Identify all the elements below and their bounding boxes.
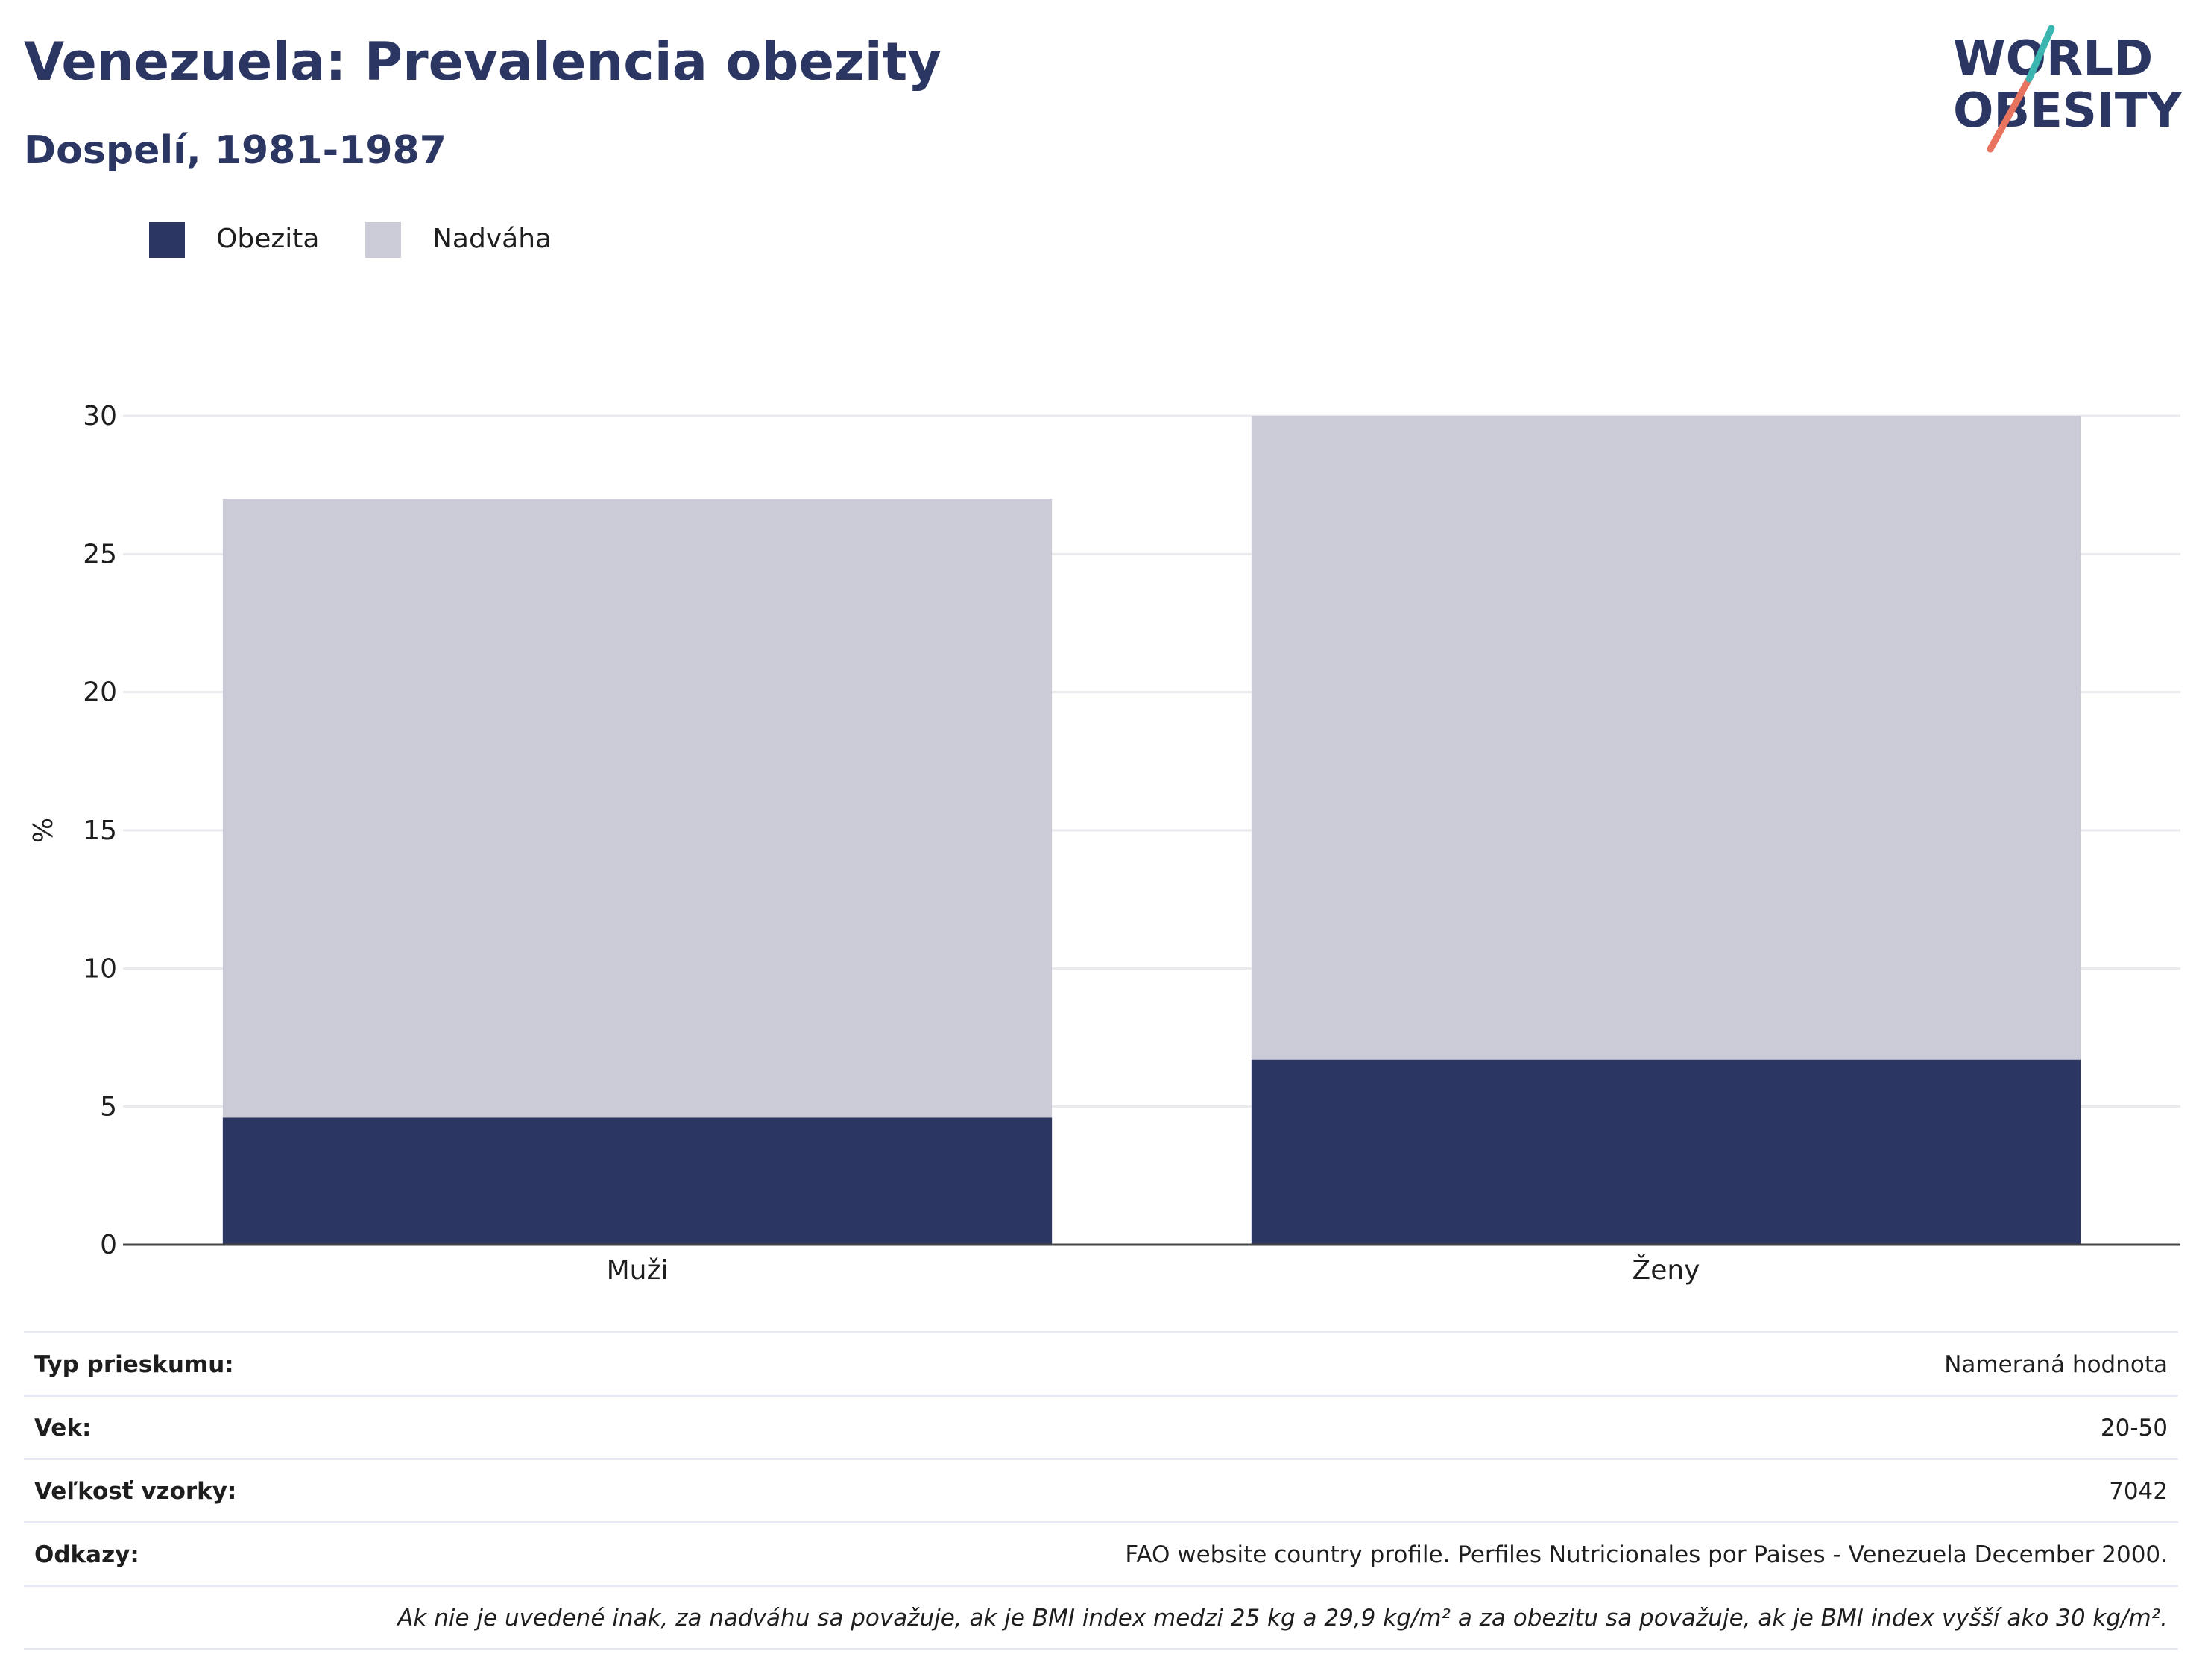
chart-subtitle: Dospelí, 1981-1987	[24, 128, 447, 173]
info-row-sample-size: Veľkosť vzorky: 7042	[24, 1460, 2178, 1523]
x-tick-label: Ženy	[1633, 1254, 1700, 1286]
y-tick-label: 10	[83, 953, 117, 984]
logo-line1: WORLD	[1953, 31, 2153, 86]
info-value: Nameraná hodnota	[1944, 1351, 2168, 1378]
chart-title: Venezuela: Prevalencia obezity	[24, 31, 941, 92]
y-axis-label: %	[28, 818, 59, 843]
legend-label-obezita: Obezita	[216, 224, 320, 254]
legend-swatch-nadvaha	[365, 222, 401, 258]
logo-slash-coral	[1987, 75, 2033, 153]
info-row-note: Ak nie je uvedené inak, za nadváhu sa po…	[24, 1587, 2178, 1650]
x-tick-label: Muži	[607, 1255, 669, 1286]
info-key: Vek:	[34, 1415, 92, 1441]
y-tick-label: 0	[100, 1230, 117, 1260]
info-key: Veľkosť vzorky:	[34, 1478, 237, 1505]
bar-nadvaha-0	[222, 499, 1053, 1118]
stacked-bar-chart: 0 5 10 15 20 25 30% Muži Ženy	[28, 401, 2180, 1286]
definition-note: Ak nie je uvedené inak, za nadváhu sa po…	[397, 1605, 2168, 1632]
legend-swatch-obezita	[149, 222, 185, 258]
info-row-survey-type: Typ prieskumu: Nameraná hodnota	[24, 1331, 2178, 1397]
info-row-references: Odkazy: FAO website country profile. Per…	[24, 1523, 2178, 1587]
y-tick-label: 20	[83, 678, 117, 708]
bar-obezita-0	[222, 1117, 1053, 1245]
world-obesity-logo: WORLD OBESITY	[1953, 25, 2182, 153]
info-key: Odkazy:	[34, 1541, 139, 1568]
info-row-age: Vek: 20-50	[24, 1397, 2178, 1460]
legend-label-nadvaha: Nadváha	[432, 224, 552, 254]
y-tick-label: 25	[83, 539, 117, 569]
info-value: 7042	[2109, 1478, 2168, 1505]
survey-info-table: Typ prieskumu: Nameraná hodnota Vek: 20-…	[24, 1331, 2178, 1650]
bar-nadvaha-1	[1251, 416, 2081, 1060]
info-key: Typ prieskumu:	[34, 1351, 234, 1378]
info-value: 20-50	[2100, 1415, 2168, 1441]
logo-slash-teal	[2025, 25, 2055, 83]
y-tick-label: 5	[100, 1092, 117, 1122]
logo-line2: OBESITY	[1953, 83, 2182, 139]
y-tick-label: 30	[83, 401, 117, 432]
bar-obezita-1	[1251, 1059, 2081, 1245]
info-value: FAO website country profile. Perfiles Nu…	[1125, 1541, 2168, 1568]
y-tick-label: 15	[83, 815, 117, 846]
